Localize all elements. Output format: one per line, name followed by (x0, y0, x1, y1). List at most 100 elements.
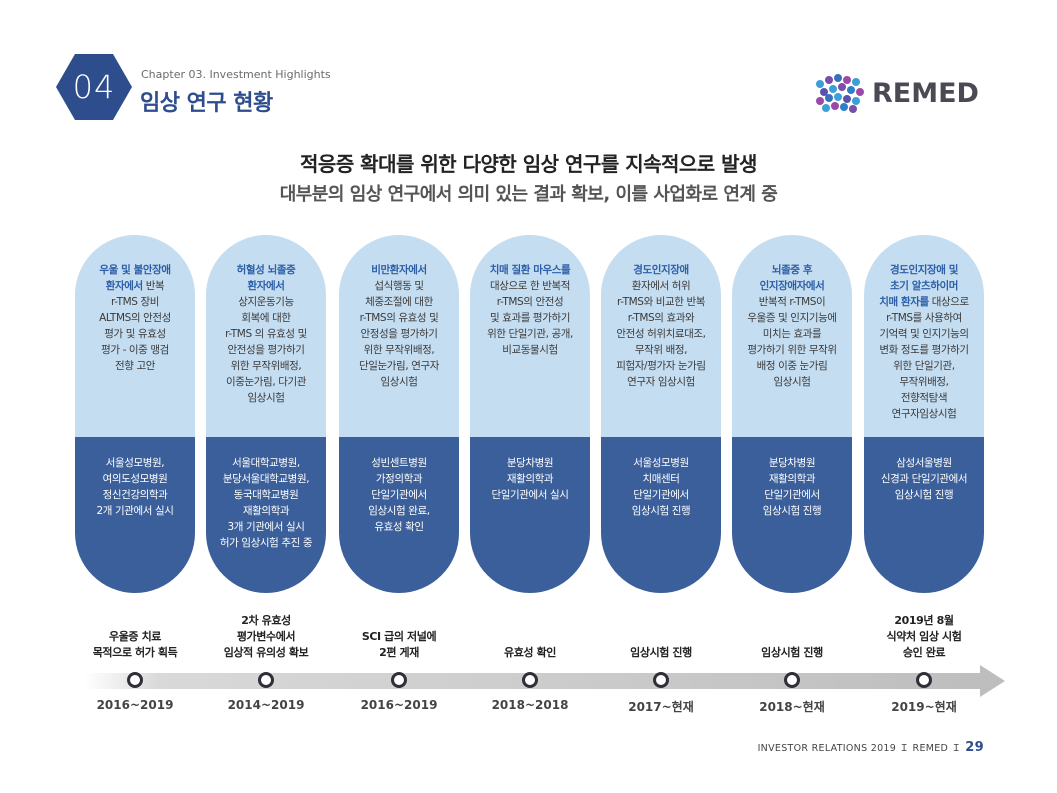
description-line: 체중조절에 대한 (339, 294, 459, 310)
description-text: 위한 무작위배정, (230, 360, 302, 372)
description-line: r-TMS의 안전성 (470, 294, 590, 310)
description-line: 전향적탐색 (864, 390, 984, 406)
description-text: 임상시험 (380, 376, 418, 388)
study-result: 유효성 확인 (460, 645, 600, 661)
description-text: 치매 환자를 (879, 296, 929, 308)
institution-line: 임상시험 진행 (894, 489, 954, 501)
description-text: 피험자/평가자 눈가림 (616, 360, 706, 372)
description-line: 전향 고안 (75, 358, 195, 374)
description-line: 회복에 대한 (206, 310, 326, 326)
study-institution-panel: 서울성모병원, 여의도성모병원 정신건강의학과 2개 기관에서 실시 (75, 437, 195, 593)
description-line: 대상으로 한 반복적 (470, 278, 590, 294)
study-description-panel: 우울 및 불안장애 환자에서 반복 r-TMS 장비 ALTMS의 안전성 평가 및 유… (75, 235, 195, 437)
institution-line: 3개 기관에서 실시 (227, 521, 305, 533)
study-column: 우울 및 불안장애 환자에서 반복 r-TMS 장비 ALTMS의 안전성 평가 및 유… (75, 235, 195, 593)
description-text: r-TMS 의 유효성 및 (225, 328, 307, 340)
description-text: 무작위 배정, (634, 344, 688, 356)
description-text: 대상으로 한 반복적 (490, 280, 570, 292)
description-text: 안전성을 평가하기 (227, 344, 305, 356)
institution-line: 분당차병원 (506, 457, 554, 469)
description-text: 변화 정도를 평가하기 (879, 344, 969, 356)
description-line: 평가 - 이중 맹검 (75, 342, 195, 358)
timeline-node (522, 672, 538, 688)
description-line: ALTMS의 안전성 (75, 310, 195, 326)
description-line: 우울 및 불안장애 (75, 262, 195, 278)
description-line: 평가 및 유효성 (75, 326, 195, 342)
description-line: 비만환자에서 (339, 262, 459, 278)
study-period: 2017~현재 (628, 700, 694, 714)
description-text: 뇌졸중 후 (771, 264, 813, 276)
result-line: 우울증 치료 (108, 630, 162, 643)
description-text: r-TMS의 유효성 및 (359, 312, 439, 324)
description-text: 안전성 허위치료대조, (616, 328, 706, 340)
description-line: 인지장애자에서 (732, 278, 852, 294)
description-text: 임상시험 (247, 392, 285, 404)
timeline-node (916, 672, 932, 688)
description-line: 뇌졸중 후 (732, 262, 852, 278)
chapter-number: 04 (72, 68, 116, 106)
description-line: 연구자임상시험 (864, 406, 984, 422)
study-column: 경도인지장애 환자에서 허위 r-TMS와 비교한 반복 r-TMS의 효과와 안전성 … (601, 235, 721, 593)
description-text: 비교동물시험 (502, 344, 558, 356)
description-text: 반복적 r-TMS이 (758, 296, 826, 308)
description-line: r-TMS 의 유효성 및 (206, 326, 326, 342)
description-line: r-TMS의 유효성 및 (339, 310, 459, 326)
description-line: 치매 환자를 대상으로 (864, 294, 984, 310)
institution-line: 신경과 단일기관에서 (880, 473, 968, 485)
description-text: 미치는 효과를 (762, 328, 822, 340)
page-title: 임상 연구 현황 (140, 91, 273, 116)
institution-line: 성빈센트병원 (371, 457, 427, 469)
description-line: 위한 단일기관, (864, 358, 984, 374)
study-result: 2차 유효성 평가변수에서 임상적 유의성 확보 (196, 613, 336, 661)
description-line: 배정 이중 눈가림 (732, 358, 852, 374)
study-description: 경도인지장애 환자에서 허위 r-TMS와 비교한 반복 r-TMS의 효과와 안전성 … (601, 262, 721, 390)
description-line: 안전성을 평가하기 (206, 342, 326, 358)
institution-line: 단일기관에서 (633, 489, 689, 501)
timeline-arrow (85, 665, 1005, 697)
description-line: 단일눈가림, 연구자 (339, 358, 459, 374)
description-text: 임상시험 (773, 376, 811, 388)
study-period: 2016~2019 (96, 698, 174, 712)
institution-line: 단일기관에서 실시 (491, 489, 569, 501)
description-line: 반복적 r-TMS이 (732, 294, 852, 310)
description-text: 비만환자에서 (371, 264, 427, 276)
description-text: r-TMS와 비교한 반복 (616, 296, 706, 308)
study-institutions: 분당차병원 재활의학과 단일기관에서 실시 (470, 455, 590, 503)
result-line: 2019년 8월 (894, 614, 954, 627)
description-line: 안전성 허위치료대조, (601, 326, 721, 342)
description-line: 피험자/평가자 눈가림 (601, 358, 721, 374)
result-line: 2편 게재 (379, 646, 419, 659)
description-text: 연구자 임상시험 (627, 376, 695, 388)
institution-line: 가정의학과 (375, 473, 423, 485)
description-line: 경도인지장애 및 (864, 262, 984, 278)
timeline-node (127, 672, 143, 688)
description-line: 환자에서 허위 (601, 278, 721, 294)
description-text: 전향 고안 (115, 360, 155, 372)
result-line: 유효성 확인 (503, 646, 557, 659)
study-institution-panel: 서울대학교병원, 분당서울대학교병원, 동국대학교병원 재활의학과 3개 기관에서 실시… (206, 437, 326, 593)
description-line: 임상시험 (206, 390, 326, 406)
institution-line: 재활의학과 (242, 505, 290, 517)
result-line: 식약처 임상 시험 (886, 630, 962, 643)
description-line: r-TMS와 비교한 반복 (601, 294, 721, 310)
institution-line: 분당서울대학교병원, (222, 473, 310, 485)
description-line: r-TMS를 사용하여 (864, 310, 984, 326)
study-institutions: 서울성모병원 치매센터 단일기관에서 임상시험 진행 (601, 455, 721, 519)
description-text: 위한 단일기관, 공개, (487, 328, 573, 340)
result-line: 목적으로 허가 획득 (92, 646, 178, 659)
study-institution-panel: 성빈센트병원 가정의학과 단일기관에서 임상시험 완료, 유효성 확인 (339, 437, 459, 593)
description-line: 및 효과를 평가하기 (470, 310, 590, 326)
description-line: 기억력 및 인지기능의 (864, 326, 984, 342)
description-text: 평가하기 위한 무작위 (747, 344, 837, 356)
description-line: 상지운동기능 (206, 294, 326, 310)
institution-line: 유효성 확인 (374, 521, 424, 533)
description-text: 치매 질환 마우스를 (489, 264, 571, 276)
description-text: r-TMS 장비 (110, 296, 160, 308)
description-line: 우울증 및 인지기능에 (732, 310, 852, 326)
page-number: 29 (965, 740, 984, 755)
result-line: 임상시험 진행 (630, 646, 692, 659)
footer: INVESTOR RELATIONS 2019 Ｉ REMED Ｉ 29 (758, 740, 984, 755)
